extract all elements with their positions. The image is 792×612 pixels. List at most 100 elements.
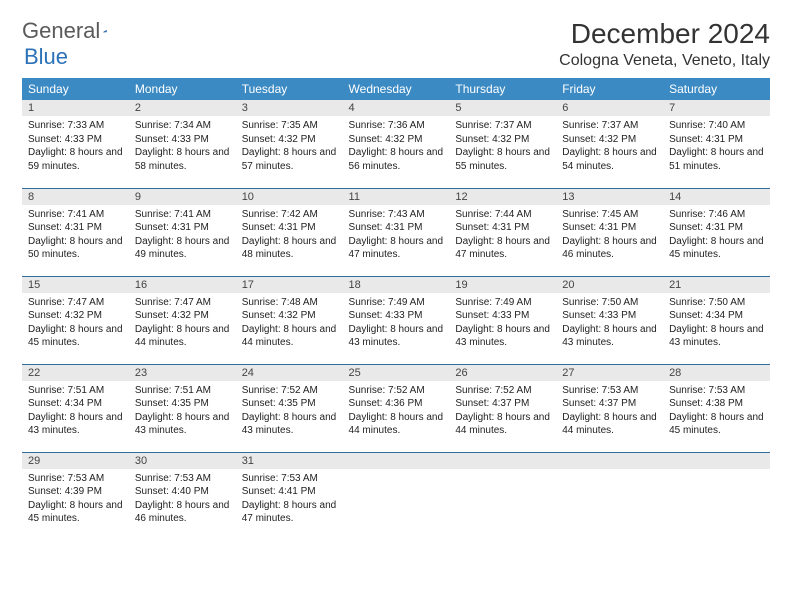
sunrise-line: Sunrise: 7:43 AM xyxy=(349,208,444,222)
sunset-line: Sunset: 4:32 PM xyxy=(349,133,444,147)
calendar-day-cell: 6Sunrise: 7:37 AMSunset: 4:32 PMDaylight… xyxy=(556,100,663,188)
calendar-day-cell: 23Sunrise: 7:51 AMSunset: 4:35 PMDayligh… xyxy=(129,364,236,452)
sunset-line: Sunset: 4:37 PM xyxy=(562,397,657,411)
day-body: Sunrise: 7:47 AMSunset: 4:32 PMDaylight:… xyxy=(22,293,129,354)
sunset-line: Sunset: 4:33 PM xyxy=(562,309,657,323)
calendar-week-row: 22Sunrise: 7:51 AMSunset: 4:34 PMDayligh… xyxy=(22,364,770,452)
daylight-line: Daylight: 8 hours and 46 minutes. xyxy=(135,499,230,526)
day-body: Sunrise: 7:49 AMSunset: 4:33 PMDaylight:… xyxy=(343,293,450,354)
calendar-day-cell: 26Sunrise: 7:52 AMSunset: 4:37 PMDayligh… xyxy=(449,364,556,452)
daylight-line: Daylight: 8 hours and 59 minutes. xyxy=(28,146,123,173)
day-body: Sunrise: 7:51 AMSunset: 4:35 PMDaylight:… xyxy=(129,381,236,442)
calendar-week-row: 15Sunrise: 7:47 AMSunset: 4:32 PMDayligh… xyxy=(22,276,770,364)
logo-triangle-icon xyxy=(103,22,107,40)
sunrise-line: Sunrise: 7:41 AM xyxy=(135,208,230,222)
day-number: 17 xyxy=(236,277,343,293)
day-number: 23 xyxy=(129,365,236,381)
calendar-day-cell: 17Sunrise: 7:48 AMSunset: 4:32 PMDayligh… xyxy=(236,276,343,364)
calendar-day-cell xyxy=(556,452,663,540)
sunset-line: Sunset: 4:33 PM xyxy=(28,133,123,147)
sunset-line: Sunset: 4:32 PM xyxy=(562,133,657,147)
calendar-day-cell xyxy=(449,452,556,540)
sunrise-line: Sunrise: 7:52 AM xyxy=(242,384,337,398)
day-number-empty xyxy=(663,453,770,469)
dh-fri: Friday xyxy=(556,78,663,100)
day-body: Sunrise: 7:52 AMSunset: 4:35 PMDaylight:… xyxy=(236,381,343,442)
sunset-line: Sunset: 4:33 PM xyxy=(135,133,230,147)
calendar-week-row: 8Sunrise: 7:41 AMSunset: 4:31 PMDaylight… xyxy=(22,188,770,276)
sunset-line: Sunset: 4:32 PM xyxy=(135,309,230,323)
daylight-line: Daylight: 8 hours and 58 minutes. xyxy=(135,146,230,173)
day-number: 9 xyxy=(129,189,236,205)
sunset-line: Sunset: 4:37 PM xyxy=(455,397,550,411)
sunrise-line: Sunrise: 7:44 AM xyxy=(455,208,550,222)
calendar-day-cell: 15Sunrise: 7:47 AMSunset: 4:32 PMDayligh… xyxy=(22,276,129,364)
calendar-day-cell xyxy=(343,452,450,540)
location-subtitle: Cologna Veneta, Veneto, Italy xyxy=(559,52,770,70)
day-number: 6 xyxy=(556,100,663,116)
daylight-line: Daylight: 8 hours and 48 minutes. xyxy=(242,235,337,262)
day-number: 16 xyxy=(129,277,236,293)
day-body: Sunrise: 7:44 AMSunset: 4:31 PMDaylight:… xyxy=(449,205,556,266)
daylight-line: Daylight: 8 hours and 43 minutes. xyxy=(242,411,337,438)
sunset-line: Sunset: 4:31 PM xyxy=(669,221,764,235)
calendar-day-cell: 9Sunrise: 7:41 AMSunset: 4:31 PMDaylight… xyxy=(129,188,236,276)
sunset-line: Sunset: 4:31 PM xyxy=(669,133,764,147)
calendar-day-cell: 25Sunrise: 7:52 AMSunset: 4:36 PMDayligh… xyxy=(343,364,450,452)
sunrise-line: Sunrise: 7:53 AM xyxy=(562,384,657,398)
daylight-line: Daylight: 8 hours and 56 minutes. xyxy=(349,146,444,173)
sunset-line: Sunset: 4:32 PM xyxy=(242,309,337,323)
sunset-line: Sunset: 4:33 PM xyxy=(349,309,444,323)
daylight-line: Daylight: 8 hours and 43 minutes. xyxy=(135,411,230,438)
calendar-day-cell: 4Sunrise: 7:36 AMSunset: 4:32 PMDaylight… xyxy=(343,100,450,188)
calendar-day-cell: 29Sunrise: 7:53 AMSunset: 4:39 PMDayligh… xyxy=(22,452,129,540)
daylight-line: Daylight: 8 hours and 47 minutes. xyxy=(455,235,550,262)
sunset-line: Sunset: 4:32 PM xyxy=(242,133,337,147)
calendar-day-cell: 8Sunrise: 7:41 AMSunset: 4:31 PMDaylight… xyxy=(22,188,129,276)
sunrise-line: Sunrise: 7:36 AM xyxy=(349,119,444,133)
daylight-line: Daylight: 8 hours and 50 minutes. xyxy=(28,235,123,262)
day-number: 2 xyxy=(129,100,236,116)
sunset-line: Sunset: 4:31 PM xyxy=(242,221,337,235)
daylight-line: Daylight: 8 hours and 44 minutes. xyxy=(242,323,337,350)
day-number: 27 xyxy=(556,365,663,381)
day-body: Sunrise: 7:51 AMSunset: 4:34 PMDaylight:… xyxy=(22,381,129,442)
day-body: Sunrise: 7:53 AMSunset: 4:39 PMDaylight:… xyxy=(22,469,129,530)
title-block: December 2024 Cologna Veneta, Veneto, It… xyxy=(559,18,770,70)
day-number: 7 xyxy=(663,100,770,116)
calendar-day-cell xyxy=(663,452,770,540)
sunset-line: Sunset: 4:31 PM xyxy=(28,221,123,235)
day-body: Sunrise: 7:37 AMSunset: 4:32 PMDaylight:… xyxy=(449,116,556,177)
daylight-line: Daylight: 8 hours and 44 minutes. xyxy=(349,411,444,438)
day-number: 1 xyxy=(22,100,129,116)
daylight-line: Daylight: 8 hours and 43 minutes. xyxy=(349,323,444,350)
sunrise-line: Sunrise: 7:37 AM xyxy=(562,119,657,133)
calendar-day-cell: 10Sunrise: 7:42 AMSunset: 4:31 PMDayligh… xyxy=(236,188,343,276)
sunrise-line: Sunrise: 7:53 AM xyxy=(135,472,230,486)
calendar-day-cell: 19Sunrise: 7:49 AMSunset: 4:33 PMDayligh… xyxy=(449,276,556,364)
dh-thu: Thursday xyxy=(449,78,556,100)
day-body: Sunrise: 7:52 AMSunset: 4:37 PMDaylight:… xyxy=(449,381,556,442)
sunset-line: Sunset: 4:39 PM xyxy=(28,485,123,499)
sunset-line: Sunset: 4:35 PM xyxy=(135,397,230,411)
day-body: Sunrise: 7:45 AMSunset: 4:31 PMDaylight:… xyxy=(556,205,663,266)
daylight-line: Daylight: 8 hours and 47 minutes. xyxy=(242,499,337,526)
calendar-day-cell: 2Sunrise: 7:34 AMSunset: 4:33 PMDaylight… xyxy=(129,100,236,188)
daylight-line: Daylight: 8 hours and 45 minutes. xyxy=(669,235,764,262)
calendar-day-cell: 11Sunrise: 7:43 AMSunset: 4:31 PMDayligh… xyxy=(343,188,450,276)
sunset-line: Sunset: 4:31 PM xyxy=(135,221,230,235)
day-body: Sunrise: 7:50 AMSunset: 4:33 PMDaylight:… xyxy=(556,293,663,354)
day-body: Sunrise: 7:34 AMSunset: 4:33 PMDaylight:… xyxy=(129,116,236,177)
daylight-line: Daylight: 8 hours and 44 minutes. xyxy=(455,411,550,438)
daylight-line: Daylight: 8 hours and 51 minutes. xyxy=(669,146,764,173)
day-number: 10 xyxy=(236,189,343,205)
logo-word2: Blue xyxy=(24,44,68,69)
day-number: 12 xyxy=(449,189,556,205)
calendar-day-cell: 12Sunrise: 7:44 AMSunset: 4:31 PMDayligh… xyxy=(449,188,556,276)
calendar-day-cell: 22Sunrise: 7:51 AMSunset: 4:34 PMDayligh… xyxy=(22,364,129,452)
day-body: Sunrise: 7:53 AMSunset: 4:38 PMDaylight:… xyxy=(663,381,770,442)
sunrise-line: Sunrise: 7:50 AM xyxy=(669,296,764,310)
calendar-day-cell: 28Sunrise: 7:53 AMSunset: 4:38 PMDayligh… xyxy=(663,364,770,452)
calendar-day-cell: 18Sunrise: 7:49 AMSunset: 4:33 PMDayligh… xyxy=(343,276,450,364)
calendar-day-cell: 7Sunrise: 7:40 AMSunset: 4:31 PMDaylight… xyxy=(663,100,770,188)
